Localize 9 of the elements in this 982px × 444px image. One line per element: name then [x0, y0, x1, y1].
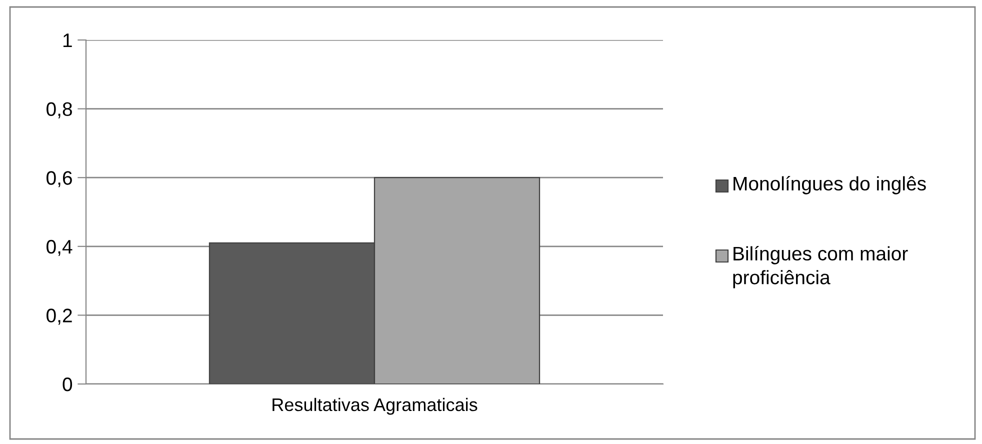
x-tick-label: Resultativas Agramaticais: [272, 398, 478, 415]
y-tick-label: 0,4: [46, 240, 72, 256]
legend-label: Monolíngues do inglês: [734, 176, 926, 194]
y-tick-label: 0: [62, 377, 72, 392]
legend-label: Bilíngues com maior proficiência: [733, 246, 908, 288]
y-tick-label: 1: [63, 34, 72, 48]
y-tick-label: 0,8: [46, 102, 72, 118]
y-tick-label: 0,2: [46, 308, 72, 325]
y-tick-label: 0,6: [46, 171, 72, 188]
